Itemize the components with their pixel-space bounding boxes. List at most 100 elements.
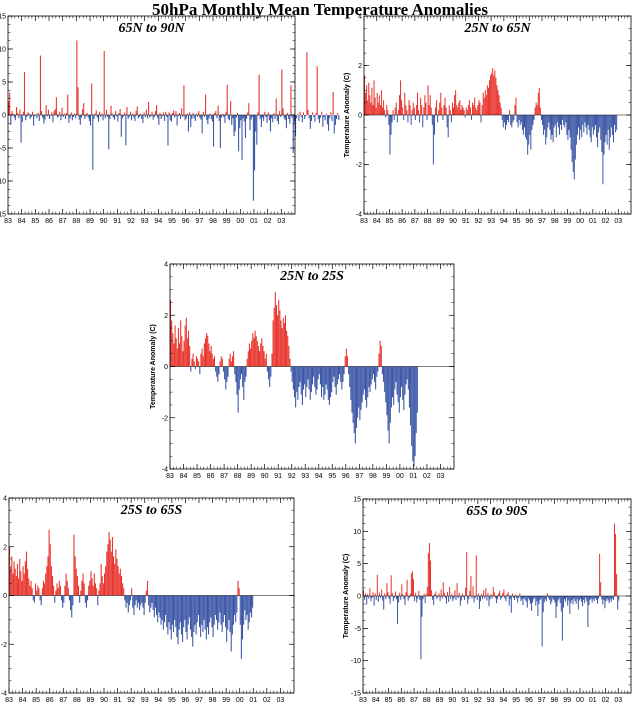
bar bbox=[134, 595, 136, 606]
bar bbox=[68, 115, 70, 123]
bar bbox=[49, 115, 51, 119]
y-tick-label: 5 bbox=[2, 80, 6, 87]
bar bbox=[489, 596, 491, 600]
bar bbox=[592, 596, 594, 600]
bar bbox=[582, 115, 584, 125]
x-tick-label: 90 bbox=[261, 473, 269, 480]
bars-25n-to-25s bbox=[170, 292, 418, 467]
bar bbox=[598, 596, 600, 599]
bar bbox=[90, 571, 92, 596]
bar bbox=[267, 112, 269, 115]
bar bbox=[444, 596, 446, 598]
bar bbox=[540, 115, 542, 120]
bar bbox=[486, 596, 488, 601]
bar bbox=[321, 366, 323, 398]
y-tick-label: 4 bbox=[164, 262, 168, 269]
bar bbox=[397, 596, 399, 624]
bar bbox=[45, 105, 47, 115]
bar bbox=[502, 592, 504, 596]
x-tick-label: 84 bbox=[372, 697, 380, 704]
bar bbox=[544, 596, 546, 600]
bar bbox=[151, 595, 153, 603]
bar bbox=[102, 115, 104, 121]
bar bbox=[358, 366, 360, 408]
x-tick-label: 84 bbox=[19, 697, 27, 704]
bar bbox=[514, 596, 516, 600]
bar bbox=[398, 366, 400, 413]
bar bbox=[514, 105, 516, 115]
bar bbox=[145, 109, 147, 115]
bar bbox=[393, 596, 395, 598]
bar bbox=[530, 115, 532, 150]
bar bbox=[445, 107, 447, 115]
bar bbox=[87, 595, 89, 601]
bar bbox=[527, 596, 529, 599]
bar bbox=[555, 596, 557, 618]
bar bbox=[384, 110, 386, 115]
bar bbox=[131, 588, 133, 596]
bar bbox=[292, 366, 294, 390]
bar bbox=[176, 348, 178, 367]
bar bbox=[460, 110, 462, 115]
bar bbox=[376, 92, 378, 115]
bar bbox=[308, 115, 310, 119]
bar bbox=[137, 595, 139, 603]
bar bbox=[247, 595, 249, 630]
bar bbox=[377, 102, 379, 116]
bar bbox=[163, 595, 166, 623]
bar bbox=[76, 576, 78, 596]
bar bbox=[238, 588, 240, 596]
bar bbox=[434, 594, 436, 596]
bar bbox=[99, 583, 101, 596]
bar bbox=[596, 596, 598, 604]
bar bbox=[409, 105, 411, 115]
bar bbox=[288, 115, 290, 119]
bar bbox=[293, 115, 295, 122]
bar bbox=[602, 596, 604, 605]
bar bbox=[228, 358, 230, 367]
bar bbox=[282, 317, 284, 367]
bar bbox=[354, 366, 356, 444]
bar bbox=[61, 595, 63, 601]
bar bbox=[406, 366, 408, 380]
bar bbox=[172, 333, 174, 367]
bar bbox=[383, 596, 385, 610]
bar bbox=[543, 596, 545, 603]
x-tick-label: 83 bbox=[166, 473, 174, 480]
bar bbox=[16, 563, 18, 596]
bar bbox=[153, 115, 155, 117]
bar bbox=[550, 596, 552, 605]
bar bbox=[184, 115, 186, 121]
bar bbox=[176, 115, 178, 126]
bar bbox=[312, 112, 314, 115]
bar bbox=[245, 595, 247, 620]
bar bbox=[234, 115, 236, 132]
bar bbox=[304, 366, 306, 385]
bar bbox=[396, 115, 398, 123]
bar bbox=[44, 115, 46, 120]
bar bbox=[568, 115, 570, 130]
bar bbox=[187, 595, 189, 625]
bar bbox=[505, 115, 507, 125]
bar bbox=[404, 92, 406, 115]
x-tick-label: 98 bbox=[209, 218, 217, 225]
bar bbox=[179, 343, 181, 367]
bar bbox=[296, 115, 298, 119]
bar bbox=[594, 115, 596, 125]
bar bbox=[103, 50, 105, 116]
bar bbox=[196, 595, 198, 623]
bar bbox=[386, 583, 388, 596]
bar bbox=[433, 115, 435, 135]
bar bbox=[442, 115, 444, 120]
bar bbox=[195, 356, 197, 367]
y-tick-label: -5 bbox=[0, 146, 6, 153]
bar bbox=[599, 115, 601, 128]
bar bbox=[464, 596, 466, 600]
bar bbox=[526, 115, 528, 140]
bar bbox=[107, 544, 109, 596]
bar bbox=[453, 596, 455, 599]
bar bbox=[137, 115, 139, 119]
x-tick-label: 87 bbox=[220, 473, 228, 480]
bar bbox=[248, 343, 250, 367]
